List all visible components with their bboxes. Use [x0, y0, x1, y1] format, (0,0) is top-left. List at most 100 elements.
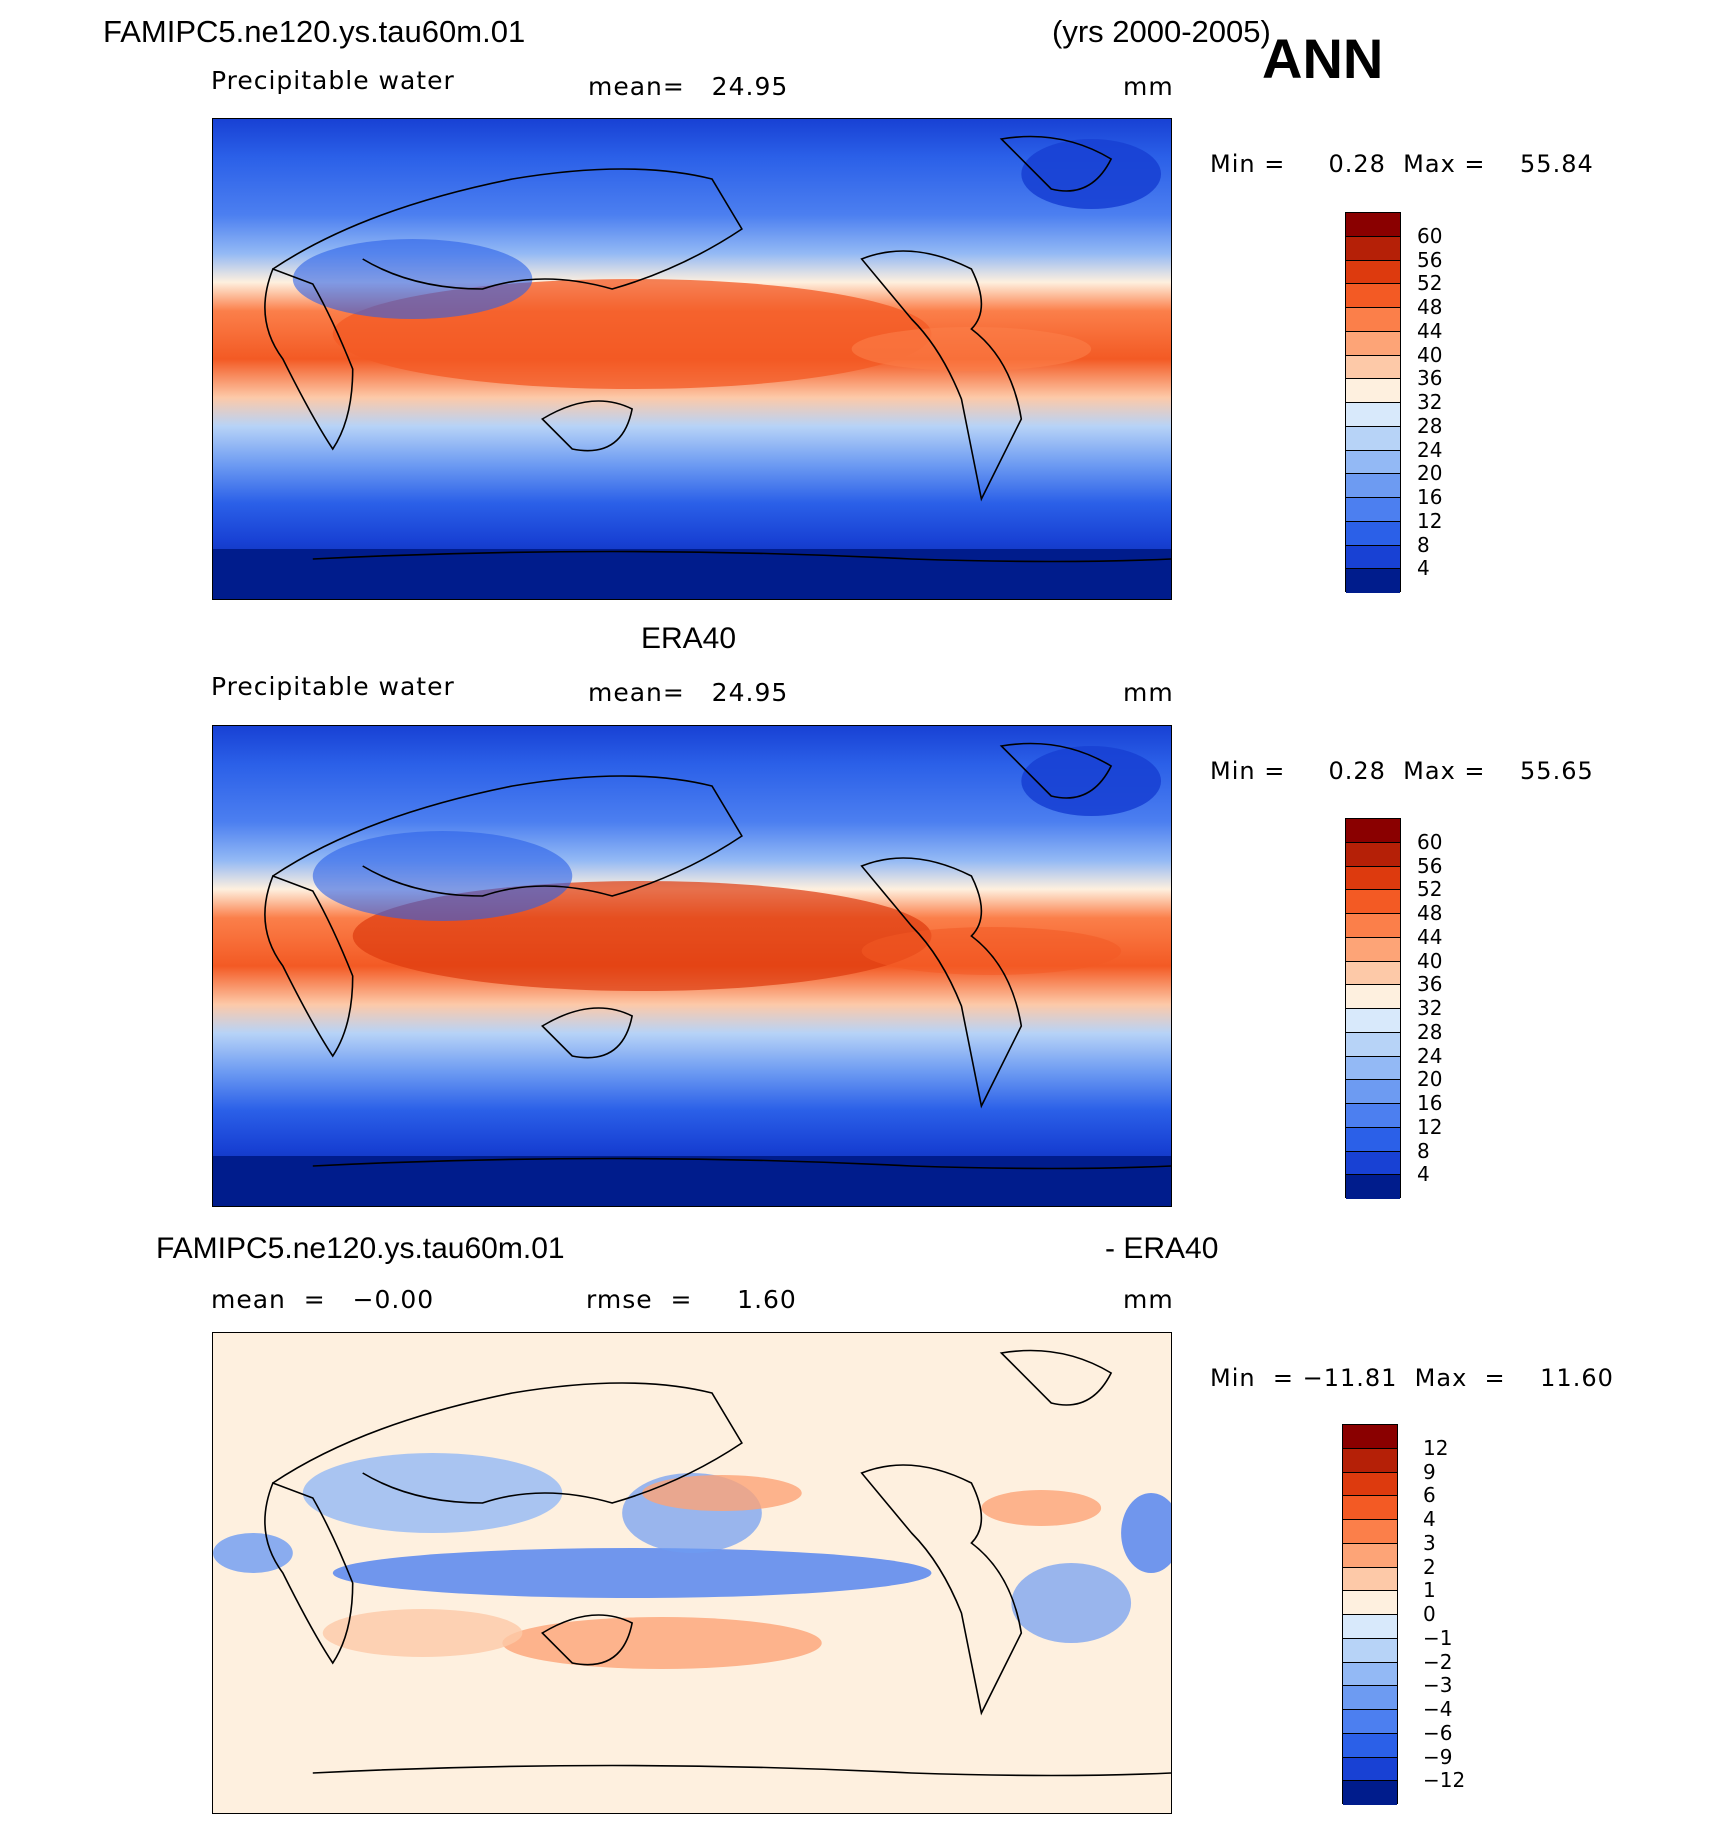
panel1-colorbar-swatch: [1346, 450, 1400, 475]
panel2-colorbar-swatch: [1346, 1175, 1400, 1199]
panel1-colorbar-tick-label: 56: [1417, 247, 1443, 272]
panel1-colorbar-swatch: [1346, 426, 1400, 451]
panel3-mean: mean = −0.00: [211, 1285, 435, 1314]
panel3-colorbar-tick-label: −12: [1423, 1768, 1466, 1793]
panel3-colorbar-tick-label: −2: [1423, 1649, 1453, 1674]
panel2-title: ERA40: [641, 622, 737, 655]
years-label: (yrs 2000-2005): [1052, 14, 1271, 49]
panel1-colorbar-tick-label: 24: [1417, 437, 1443, 462]
panel2-colorbar-tick-label: 12: [1417, 1114, 1443, 1139]
panel2-colorbar-tick-label: 56: [1417, 853, 1443, 878]
panel2-colorbar-tick-label: 28: [1417, 1019, 1443, 1044]
panel3-colorbar-tick-label: 3: [1423, 1530, 1436, 1555]
panel1-colorbar-swatch: [1346, 213, 1400, 237]
panel1-colorbar-swatch: [1346, 403, 1400, 427]
panel1-colorbar-swatch: [1346, 521, 1400, 546]
panel3-colorbar-swatch: [1343, 1686, 1397, 1710]
panel3-map: [212, 1332, 1172, 1814]
panel3-title-right: - ERA40: [1105, 1232, 1219, 1265]
panel2-colorbar-tick-label: 20: [1417, 1067, 1443, 1092]
panel2-colorbar-swatch: [1346, 1056, 1400, 1081]
panel1-colorbar-swatch: [1346, 474, 1400, 498]
season-label: ANN: [1262, 27, 1384, 90]
panel1-colorbar-tick-label: 48: [1417, 295, 1443, 319]
panel1-colorbar-tick-label: 28: [1417, 413, 1443, 438]
panel2-variable: Precipitable water: [211, 672, 455, 701]
panel3-minmax: Min = −11.81 Max = 11.60: [1210, 1364, 1614, 1392]
panel2-colorbar-swatch: [1346, 819, 1400, 843]
panel2-colorbar-swatch: [1346, 890, 1400, 914]
panel2-mean: mean= 24.95: [588, 678, 789, 707]
panel2-colorbar-tick-label: 16: [1417, 1091, 1443, 1115]
panel2-colorbar-swatch: [1346, 1032, 1400, 1057]
panel1-colorbar-tick-label: 40: [1417, 342, 1443, 367]
panel2-colorbar-swatch: [1346, 985, 1400, 1009]
panel3-colorbar-swatch: [1343, 1425, 1397, 1449]
panel3-colorbar-swatch: [1343, 1496, 1397, 1520]
era40-precipitable-water-map: [213, 726, 1171, 1206]
panel2-colorbar-tick-label: 36: [1417, 972, 1443, 997]
panel3-colorbar-tick-label: 0: [1423, 1602, 1436, 1626]
panel1-colorbar-swatch: [1346, 236, 1400, 261]
panel3-colorbar-tick-label: 9: [1423, 1459, 1436, 1484]
panel3-colorbar-swatch: [1343, 1710, 1397, 1734]
panel3-colorbar-swatch: [1343, 1591, 1397, 1615]
panel3-colorbar-tick-label: −1: [1423, 1625, 1453, 1650]
panel3-colorbar-swatch: [1343, 1472, 1397, 1497]
panel2-colorbar-swatch: [1346, 866, 1400, 891]
panel3-rmse: rmse = 1.60: [586, 1285, 797, 1314]
panel3-colorbar-tick-label: −9: [1423, 1744, 1453, 1769]
panel2-colorbar-swatch: [1346, 842, 1400, 867]
panel3-colorbar-swatch: [1343, 1662, 1397, 1687]
panel3-colorbar-tick-label: −4: [1423, 1697, 1453, 1721]
panel1-colorbar-tick-label: 20: [1417, 461, 1443, 486]
difference-map: [213, 1333, 1171, 1813]
panel2-colorbar-tick-label: 44: [1417, 924, 1443, 949]
panel2-units: mm: [1123, 678, 1174, 707]
panel3-colorbar-swatch: [1343, 1638, 1397, 1663]
panel1-minmax: Min = 0.28 Max = 55.84: [1210, 150, 1594, 178]
panel1-colorbar-swatch: [1346, 331, 1400, 356]
panel2-colorbar: [1345, 818, 1401, 1199]
panel1-colorbar-tick-label: 32: [1417, 390, 1443, 414]
panel3-colorbar-tick-label: 6: [1423, 1483, 1436, 1508]
panel2-colorbar-tick-label: 4: [1417, 1162, 1430, 1187]
panel3-colorbar-tick-label: 12: [1423, 1435, 1449, 1460]
panel1-colorbar-tick-label: 52: [1417, 271, 1443, 296]
panel2-colorbar-swatch: [1346, 937, 1400, 962]
panel3-colorbar: [1342, 1424, 1398, 1805]
panel3-colorbar-swatch: [1343, 1781, 1397, 1805]
panel3-colorbar-swatch: [1343, 1520, 1397, 1544]
panel3-units: mm: [1123, 1285, 1174, 1314]
panel1-colorbar-swatch: [1346, 379, 1400, 403]
panel3-colorbar-swatch: [1343, 1757, 1397, 1782]
panel1-colorbar-swatch: [1346, 498, 1400, 522]
panel2-colorbar-tick-label: 8: [1417, 1138, 1430, 1163]
panel2-colorbar-tick-label: 32: [1417, 996, 1443, 1020]
panel1-colorbar-tick-label: 36: [1417, 366, 1443, 391]
panel1-colorbar-tick-label: 16: [1417, 485, 1443, 509]
panel3-colorbar-swatch: [1343, 1543, 1397, 1568]
panel2-colorbar-swatch: [1346, 1151, 1400, 1176]
case-name: FAMIPC5.ne120.ys.tau60m.01: [103, 14, 526, 49]
panel1-variable: Precipitable water: [211, 66, 455, 95]
panel1-map: [212, 118, 1172, 600]
panel2-colorbar-swatch: [1346, 961, 1400, 986]
panel3-colorbar-swatch: [1343, 1567, 1397, 1592]
panel1-colorbar: [1345, 212, 1401, 593]
panel3-colorbar-swatch: [1343, 1615, 1397, 1639]
panel2-colorbar-tick-label: 40: [1417, 948, 1443, 973]
panel2-colorbar-swatch: [1346, 1080, 1400, 1104]
panel2-colorbar-swatch: [1346, 914, 1400, 938]
panel3-colorbar-swatch: [1343, 1448, 1397, 1473]
panel2-colorbar-swatch: [1346, 1127, 1400, 1152]
panel2-colorbar-tick-label: 24: [1417, 1043, 1443, 1068]
panel3-colorbar-tick-label: 2: [1423, 1554, 1436, 1579]
panel2-colorbar-swatch: [1346, 1104, 1400, 1128]
panel3-colorbar-tick-label: 1: [1423, 1578, 1436, 1603]
model-precipitable-water-map: [213, 119, 1171, 599]
panel3-colorbar-swatch: [1343, 1733, 1397, 1758]
panel1-colorbar-tick-label: 8: [1417, 532, 1430, 557]
panel1-colorbar-swatch: [1346, 355, 1400, 380]
panel1-colorbar-tick-label: 60: [1417, 223, 1443, 248]
